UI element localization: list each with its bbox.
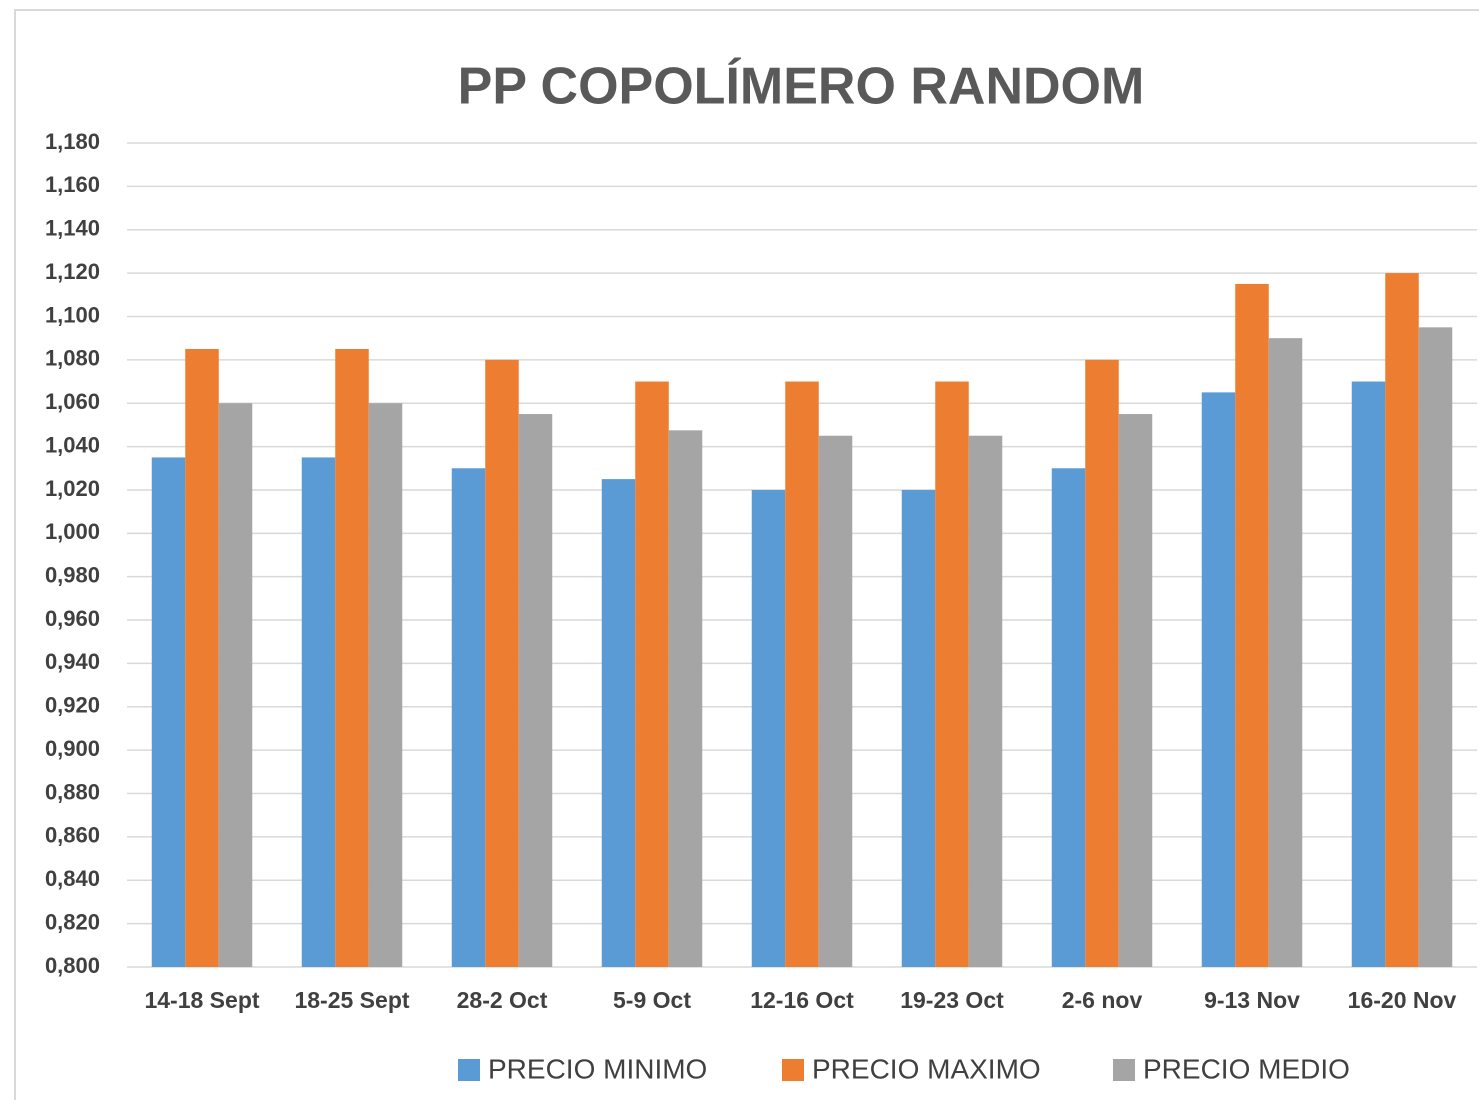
legend-label: PRECIO MAXIMO [812,1053,1041,1084]
legend-swatch [782,1059,804,1081]
y-tick-label: 1,080 [45,346,100,371]
y-tick-label: 1,140 [45,216,100,241]
bar [1385,273,1419,968]
legend-swatch [1113,1059,1135,1081]
y-tick-label: 1,180 [45,129,100,154]
y-tick-label: 0,840 [45,866,100,891]
x-tick-label: 5-9 Oct [613,987,691,1013]
bar [901,489,936,967]
y-tick-label: 1,000 [45,519,100,544]
y-tick-label: 1,160 [45,172,100,197]
bar [335,349,369,967]
bar [485,359,519,967]
legend-label: PRECIO MINIMO [488,1053,707,1084]
y-tick-label: 0,960 [45,606,100,631]
bar [451,468,486,967]
y-tick-label: 0,880 [45,779,100,804]
y-tick-label: 0,940 [45,649,100,674]
bar [818,435,853,968]
bar [785,381,819,967]
bar [1268,338,1303,967]
bar [368,403,403,967]
x-tick-label: 28-2 Oct [457,987,548,1013]
bar [968,435,1003,968]
bar [151,457,186,967]
bar [1051,468,1086,967]
bar [668,430,703,967]
x-tick-label: 19-23 Oct [900,987,1004,1013]
bar [301,457,336,967]
chart-title: PP COPOLÍMERO RANDOM [458,58,1145,116]
bar [518,414,553,968]
bar [635,381,669,967]
x-tick-label: 18-25 Sept [294,987,409,1013]
x-tick-label: 12-16 Oct [750,987,854,1013]
bar [601,479,636,967]
bar [1201,392,1236,967]
y-tick-label: 0,860 [45,823,100,848]
y-tick-label: 0,820 [45,909,100,934]
bar [1351,381,1386,967]
x-tick-label: 9-13 Nov [1204,987,1300,1013]
bar [751,489,786,967]
bar [935,381,969,967]
bar [1118,414,1153,968]
x-tick-label: 2-6 nov [1062,987,1143,1013]
bar [185,349,219,967]
y-tick-label: 1,020 [45,476,100,501]
y-tick-label: 1,100 [45,302,100,327]
legend-label: PRECIO MEDIO [1143,1053,1350,1084]
bar [1235,283,1269,967]
y-tick-label: 0,980 [45,562,100,587]
legend-swatch [458,1059,480,1081]
y-tick-label: 0,800 [45,953,100,978]
bar [218,403,253,967]
y-tick-label: 1,120 [45,259,100,284]
y-tick-label: 1,060 [45,389,100,414]
x-tick-label: 14-18 Sept [144,987,259,1013]
bar [1418,327,1453,967]
y-tick-label: 1,040 [45,432,100,457]
bar [1085,359,1119,967]
x-tick-label: 16-20 Nov [1348,987,1457,1013]
y-tick-label: 0,920 [45,693,100,718]
y-tick-label: 0,900 [45,736,100,761]
